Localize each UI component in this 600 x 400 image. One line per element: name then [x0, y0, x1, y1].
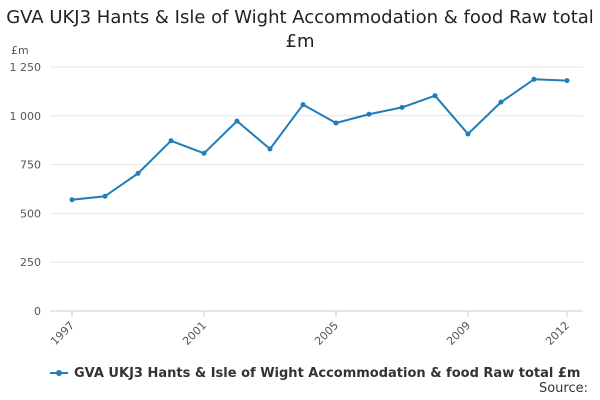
data-point — [531, 76, 537, 82]
data-point — [168, 138, 174, 144]
x-tick-label: 2001 — [180, 319, 209, 348]
y-tick-label: 1 000 — [10, 110, 42, 123]
y-tick-label: 250 — [20, 256, 41, 269]
chart-title: GVA UKJ3 Hants & Isle of Wight Accommoda… — [6, 7, 594, 52]
legend[interactable]: GVA UKJ3 Hants & Isle of Wight Accommoda… — [50, 364, 580, 382]
data-point — [498, 99, 504, 105]
data-point — [399, 104, 405, 110]
y-tick-label: 1 250 — [10, 61, 42, 74]
source-label: Source: — [538, 381, 588, 396]
data-point — [69, 197, 75, 203]
data-point — [333, 120, 339, 126]
data-point — [366, 111, 372, 117]
data-point — [102, 193, 108, 199]
x-tick-label: 1997 — [48, 319, 77, 348]
data-point — [234, 118, 240, 124]
y-tick-label: 0 — [34, 305, 41, 318]
data-point — [201, 150, 207, 156]
x-tick-label: 2012 — [543, 319, 572, 348]
data-point — [432, 93, 438, 99]
y-axis-label: £m — [11, 44, 29, 57]
data-point — [135, 170, 141, 176]
x-tick-label: 2009 — [444, 319, 473, 348]
data-point — [300, 102, 306, 108]
data-point — [465, 131, 471, 137]
data-point — [564, 78, 570, 84]
legend-series-label: GVA UKJ3 Hants & Isle of Wight Accommoda… — [74, 365, 581, 381]
series-line — [71, 78, 568, 201]
legend-series-swatch — [50, 368, 68, 378]
y-tick-label: 500 — [20, 207, 41, 220]
data-point — [267, 146, 273, 152]
y-tick-label: 750 — [20, 159, 41, 172]
x-tick-label: 2005 — [312, 319, 341, 348]
